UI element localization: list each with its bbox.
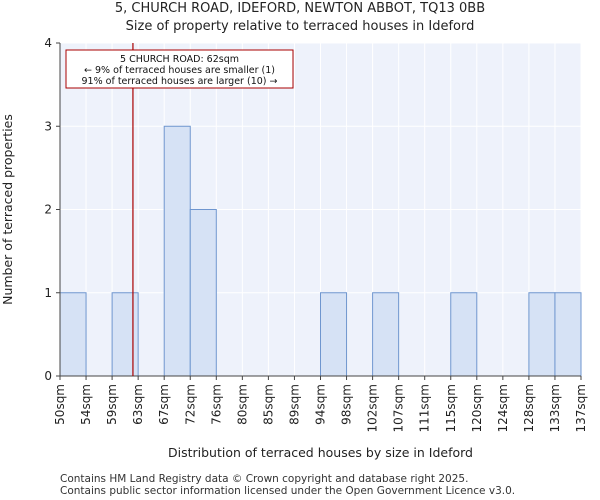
- y-tick-label: 4: [44, 36, 52, 50]
- x-tick-label: 76sqm: [209, 384, 223, 425]
- annotation-line-1: 5 CHURCH ROAD: 62sqm: [120, 54, 239, 65]
- y-tick-label: 2: [44, 203, 52, 217]
- x-tick-label: 107sqm: [392, 384, 406, 432]
- y-tick-label: 3: [44, 119, 52, 133]
- x-tick-label: 120sqm: [470, 384, 484, 432]
- footer-licence: Contains public sector information licen…: [60, 485, 516, 497]
- x-tick-label: 94sqm: [314, 384, 328, 425]
- y-tick-label: 1: [44, 286, 52, 300]
- x-tick-label: 111sqm: [418, 384, 432, 432]
- x-tick-label: 98sqm: [340, 384, 354, 425]
- x-tick-label: 50sqm: [53, 384, 67, 425]
- y-tick-label: 0: [44, 369, 52, 383]
- x-tick-label: 128sqm: [522, 384, 536, 432]
- x-tick-label: 85sqm: [261, 384, 275, 425]
- x-axis-label: Distribution of terraced houses by size …: [168, 445, 473, 460]
- bar: [372, 292, 400, 377]
- bar: [163, 125, 191, 377]
- bar: [189, 209, 217, 377]
- x-tick-label: 89sqm: [287, 384, 301, 425]
- x-tick-label: 59sqm: [105, 384, 119, 425]
- x-tick-label: 115sqm: [444, 384, 458, 432]
- x-tick-label: 54sqm: [79, 384, 93, 425]
- x-tick-label: 80sqm: [235, 384, 249, 425]
- x-tick-label: 124sqm: [496, 384, 510, 432]
- y-axis-label: Number of terraced properties: [0, 114, 15, 305]
- x-tick-label: 72sqm: [183, 384, 197, 425]
- x-ticks: 50sqm 54sqm 59sqm 63sqm 67sqm 72sqm 76sqm 80sqm…: [53, 376, 588, 432]
- annotation-border: [65, 49, 294, 89]
- bar: [450, 292, 478, 377]
- bar: [554, 292, 582, 377]
- annotation-line-2: ← 9% of terraced houses are smaller (1): [84, 65, 275, 76]
- bar: [320, 292, 348, 377]
- bar: [111, 292, 139, 377]
- bar: [528, 292, 556, 377]
- x-tick-label: 102sqm: [366, 384, 380, 432]
- annotation-box: 5 CHURCH ROAD: 62sqm ← 9% of terraced ho…: [65, 49, 294, 89]
- x-tick-label: 67sqm: [157, 384, 171, 425]
- x-tick-label: 63sqm: [131, 384, 145, 425]
- chart-title: Size of property relative to terraced ho…: [125, 19, 475, 34]
- x-tick-label: 137sqm: [574, 384, 588, 432]
- y-ticks: 0 1 2 3 4: [44, 36, 60, 383]
- bars: [59, 125, 582, 377]
- annotation-line-3: 91% of terraced houses are larger (10) →: [82, 76, 278, 87]
- chart-title-address: 5, CHURCH ROAD, IDEFORD, NEWTON ABBOT, T…: [114, 1, 486, 16]
- bar: [59, 292, 87, 377]
- footer-copyright: Contains HM Land Registry data © Crown c…: [60, 473, 469, 485]
- x-tick-label: 133sqm: [548, 384, 562, 432]
